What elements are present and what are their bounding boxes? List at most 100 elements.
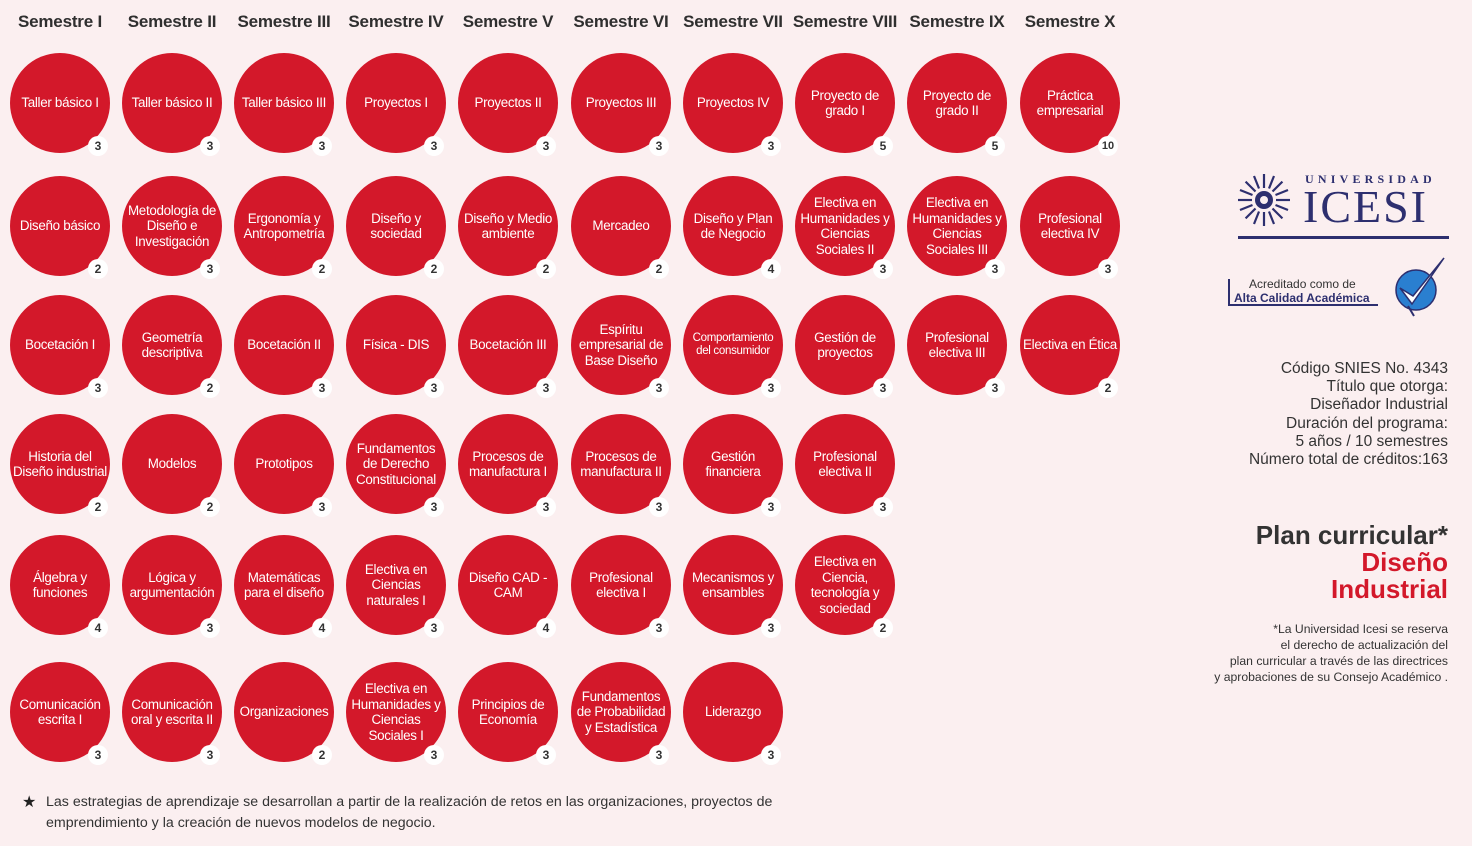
course-name: Procesos de manufactura II — [580, 448, 662, 480]
course-name: Profesional electiva I — [589, 569, 653, 601]
course-circle: Bocetación III 3 — [458, 295, 558, 398]
course-name: Liderazgo — [704, 704, 762, 720]
snies-code: Código SNIES No. 4343 — [1280, 360, 1448, 377]
course-circle: Diseño y Medio ambiente 2 — [458, 176, 558, 279]
course-name: Gestión de proyectos — [814, 329, 876, 361]
semester-header: Semestre I — [18, 12, 102, 31]
credits-badge: 2 — [312, 259, 332, 279]
star-icon: ★ — [22, 794, 37, 811]
course-name: Electiva en Ciencias naturales I — [364, 561, 428, 608]
semester-header: Semestre IX — [909, 12, 1005, 31]
credits-badge: 3 — [312, 497, 332, 517]
course-name: Profesional electiva II — [813, 448, 877, 480]
course-circle: Profesional electiva II 3 — [795, 414, 895, 517]
course-circle: Taller básico I 3 — [10, 53, 110, 156]
course-name: Bocetación II — [247, 337, 321, 353]
course-circle: Comportamiento del consumidor 3 — [683, 295, 783, 398]
course-circle: Gestión de proyectos 3 — [795, 295, 895, 398]
course-name: Diseño y sociedad — [370, 210, 422, 242]
course-name: Diseño CAD - CAM — [468, 569, 548, 601]
credits-badge: 4 — [761, 259, 781, 279]
course-name: Electiva en Ética — [1023, 337, 1117, 353]
credits-badge: 3 — [649, 136, 669, 156]
credits-badge: 5 — [985, 136, 1005, 156]
curriculum-grid: Semestre I Semestre II Semestre III Semestr… — [10, 12, 1120, 765]
note-line: el derecho de actualización del — [1280, 638, 1448, 652]
credits-badge: 3 — [761, 618, 781, 638]
course-name: Proyectos III — [585, 95, 657, 111]
credits-badge: 3 — [424, 378, 444, 398]
course-circle: Proyecto de grado I 5 — [795, 53, 895, 156]
course-circle: Fundamentos de Derecho Constitucional 3 — [346, 414, 446, 517]
course-name: Organizaciones — [239, 704, 329, 720]
credits-badge: 3 — [1098, 259, 1118, 279]
credits-badge: 3 — [761, 136, 781, 156]
credits-badge: 2 — [312, 745, 332, 765]
course-name: Lógica y argumentación — [129, 569, 215, 601]
course-circle: Proyectos III 3 — [571, 53, 671, 156]
credits-badge: 3 — [985, 378, 1005, 398]
course-name: Fundamentos de Derecho Constitucional — [356, 440, 436, 487]
credits-badge: 3 — [88, 745, 108, 765]
semester-header: Semestre X — [1024, 12, 1116, 31]
credits-badge: 3 — [536, 745, 556, 765]
course-circle: Bocetación I 3 — [10, 295, 110, 398]
duration-value: 5 años / 10 semestres — [1295, 432, 1449, 450]
credits-badge: 3 — [536, 136, 556, 156]
course-name: Física - DIS — [362, 337, 430, 353]
credits-badge: 3 — [649, 745, 669, 765]
course-name: Mecanismos y ensambles — [692, 569, 774, 601]
course-name: Comunicación escrita I — [19, 696, 101, 728]
course-circle: Metodología de Diseño e Investigación 3 — [122, 176, 222, 279]
icesi-logo: UNIVERSIDAD ICESI — [1236, 170, 1452, 242]
course-circle: Proyecto de grado II 5 — [907, 53, 1007, 156]
course-circle: Proyectos II 3 — [458, 53, 558, 156]
course-circle: Práctica empresarial 10 — [1020, 53, 1120, 156]
course-circle: Diseño y Plan de Negocio 4 — [683, 176, 783, 279]
course-circle: Historia del Diseño industrial 2 — [10, 414, 110, 517]
course-name: Proyecto de grado I — [810, 87, 880, 119]
plan-title-line2: Diseño — [1361, 547, 1448, 577]
duration-label: Duración del programa: — [1286, 414, 1448, 432]
credits-badge: 3 — [312, 378, 332, 398]
disclaimer-note: *La Universidad Icesi se reserva el dere… — [1214, 621, 1448, 685]
credits-badge: 3 — [873, 497, 893, 517]
course-name: Modelos — [147, 456, 197, 472]
course-circle: Física - DIS 3 — [346, 295, 446, 398]
credits-badge: 3 — [873, 259, 893, 279]
semester-header: Semestre VI — [573, 12, 669, 31]
course-name: Matemáticas para el diseño — [244, 569, 324, 601]
badge-baseline — [1228, 304, 1378, 306]
course-circle: Comunicación escrita I 3 — [10, 662, 110, 765]
semester-header: Semestre II — [127, 12, 217, 31]
course-name: Profesional electiva IV — [1038, 210, 1102, 242]
course-circle: Prototipos 3 — [234, 414, 334, 517]
course-name: Diseño y Medio ambiente — [463, 210, 553, 242]
credits-badge: 3 — [424, 745, 444, 765]
credits-badge: 3 — [424, 618, 444, 638]
semester-header: Semestre III — [237, 12, 331, 31]
credits-badge: 2 — [1098, 378, 1118, 398]
semester-header: Semestre IV — [348, 12, 444, 31]
credits-badge: 3 — [536, 378, 556, 398]
course-circle: Fundamentos de Probabilidad y Estadístic… — [571, 662, 671, 765]
course-circle: Diseño básico 2 — [10, 176, 110, 279]
course-circle: Electiva en Ciencia, tecnología y socied… — [795, 535, 895, 638]
credits-badge: 5 — [873, 136, 893, 156]
course-name: Ergonomía y Antropometría — [243, 210, 325, 242]
degree-label: Título que otorga: — [1326, 378, 1449, 396]
course-circle: Mercadeo 2 — [571, 176, 671, 279]
course-name: Proyectos IV — [696, 95, 770, 111]
credits-badge: 4 — [312, 618, 332, 638]
course-name: Diseño y Plan de Negocio — [693, 210, 773, 242]
credits-badge: 2 — [873, 618, 893, 638]
course-circle: Espíritu empresarial de Base Diseño 3 — [571, 295, 671, 398]
note-line: plan curricular a través de las directri… — [1229, 654, 1448, 668]
course-name: Geometría descriptiva — [141, 329, 203, 361]
course-circle: Organizaciones 2 — [234, 662, 334, 765]
credits-badge: 3 — [536, 497, 556, 517]
course-name: Electiva en Humanidades y Ciencias Socia… — [912, 195, 1002, 257]
course-name: Bocetación III — [469, 337, 547, 353]
semester-header: Semestre VIII — [792, 12, 898, 31]
logo-top-text: UNIVERSIDAD — [1305, 172, 1436, 186]
